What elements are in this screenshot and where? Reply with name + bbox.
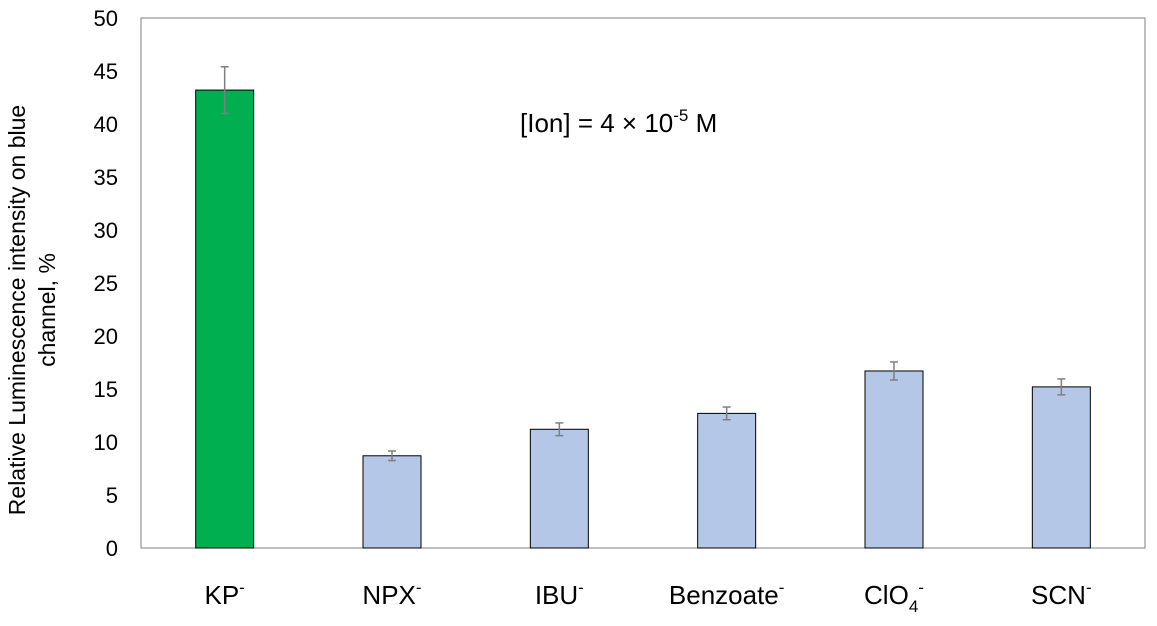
bar — [864, 370, 924, 549]
y-tick-label: 45 — [94, 59, 118, 84]
y-tick-label: 15 — [94, 377, 118, 402]
y-tick-label: 5 — [106, 483, 118, 508]
x-tick-label-text: IBU — [535, 580, 578, 610]
x-tick-label-text: SCN — [1031, 580, 1086, 610]
x-tick-label-subscript: 4 — [909, 597, 918, 616]
bar — [697, 412, 757, 549]
y-axis-title-line1: Relative Luminescence intensity on blue — [4, 105, 30, 515]
annotation-exponent: -5 — [673, 106, 688, 125]
y-tick-label: 50 — [94, 6, 118, 31]
bars — [195, 66, 1091, 549]
bar — [362, 455, 422, 549]
x-tick-label: Benzoate- — [669, 578, 785, 610]
x-tick-label-superscript: - — [239, 578, 245, 597]
x-tick-label: KP- — [204, 578, 244, 610]
y-tick-label: 0 — [106, 536, 118, 561]
plot-area-frame — [140, 17, 1146, 549]
x-tick-label-superscript: - — [578, 578, 584, 597]
x-tick-label-text: NPX — [362, 580, 415, 610]
x-tick-label-text: KP — [204, 580, 239, 610]
x-tick-label-superscript: - — [779, 578, 785, 597]
x-tick-label-superscript: - — [416, 578, 422, 597]
x-tick-label-text: Benzoate — [669, 580, 779, 610]
y-axis-title-line2: channel, % — [34, 253, 60, 367]
x-tick-label: ClO4- — [864, 578, 924, 616]
y-axis-title: Relative Luminescence intensity on blue … — [4, 105, 60, 515]
x-tick-label: NPX- — [362, 578, 421, 610]
bar — [195, 89, 255, 549]
y-tick-label: 20 — [94, 324, 118, 349]
y-tick-label: 35 — [94, 165, 118, 190]
ion-concentration-annotation: [Ion] = 4 × 10-5 M — [520, 106, 717, 138]
y-axis-ticks: 0 5 10 15 20 25 30 35 40 45 50 — [94, 6, 118, 561]
annotation-unit: M — [688, 108, 717, 138]
y-tick-label: 25 — [94, 271, 118, 296]
x-axis-tick-labels: KP- NPX- IBU- Benzoate- ClO4- SCN- — [204, 578, 1091, 616]
x-tick-label-superscript: - — [918, 578, 924, 597]
y-tick-label: 10 — [94, 430, 118, 455]
y-tick-label: 30 — [94, 218, 118, 243]
x-tick-label: SCN- — [1031, 578, 1092, 610]
bar — [529, 428, 589, 549]
y-tick-label: 40 — [94, 112, 118, 137]
annotation-main: [Ion] = 4 × 10 — [520, 108, 673, 138]
bar — [1031, 386, 1091, 549]
x-tick-label: IBU- — [535, 578, 584, 610]
x-tick-label-superscript: - — [1086, 578, 1092, 597]
x-tick-label-text: ClO — [864, 580, 909, 610]
